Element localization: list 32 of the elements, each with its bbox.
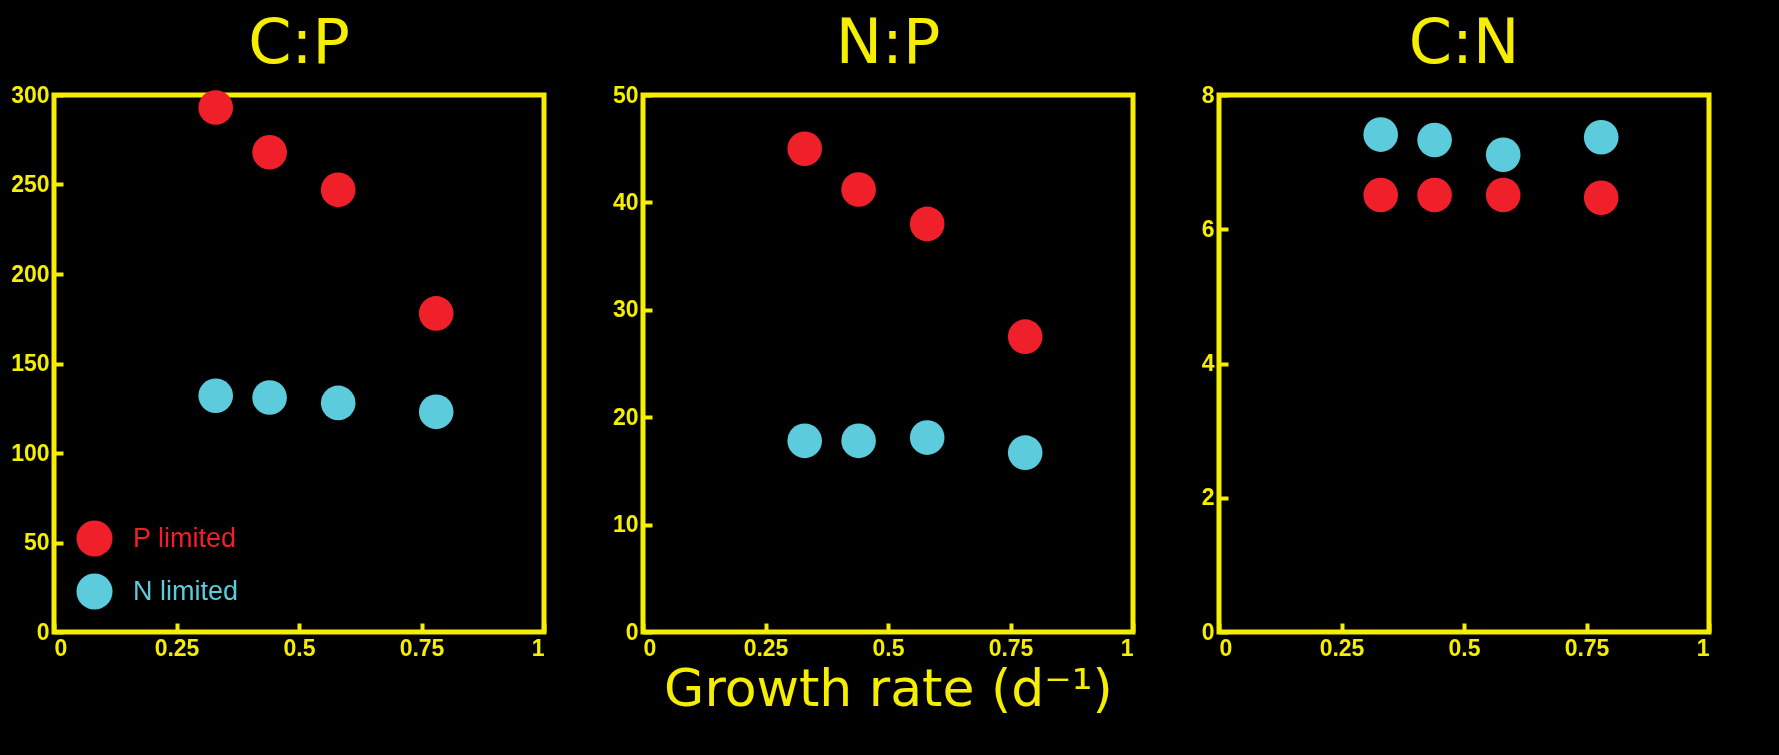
x-tick-label: 0.75 [399, 634, 445, 661]
legend-label: N limited [133, 575, 239, 606]
x-tick-label: 0.25 [154, 634, 200, 661]
x-tick-label: 1 [1120, 634, 1134, 661]
x-tick-label: 0.5 [1448, 634, 1481, 661]
y-tick-label: 250 [11, 171, 50, 197]
x-tick-label: 0 [1219, 634, 1233, 661]
y-tick-label: 150 [11, 350, 50, 376]
y-tick-label: 8 [1201, 81, 1215, 108]
y-tick-label: 10 [612, 511, 639, 538]
chart-title: C:N [1408, 5, 1520, 78]
x-tick-label: 0 [643, 634, 657, 661]
y-tick-label: 40 [612, 188, 639, 215]
x-tick-label: 1 [531, 634, 545, 661]
y-tick-label: 6 [1201, 215, 1215, 242]
y-tick-label: 300 [11, 81, 50, 108]
y-tick-label: 4 [1201, 350, 1215, 376]
chart-title: C:P [248, 5, 350, 78]
legend-label: P limited [133, 522, 237, 553]
y-tick-label: 100 [11, 439, 50, 466]
y-tick-label: 200 [11, 260, 50, 287]
x-tick-label: 0.5 [283, 634, 316, 661]
y-tick-label: 50 [612, 81, 639, 108]
y-tick-label: 30 [612, 296, 639, 323]
x-tick-label: 0.25 [1319, 634, 1365, 661]
chart-title: N:P [835, 5, 941, 78]
x-tick-label: 0 [54, 634, 68, 661]
y-tick-label: 2 [1201, 484, 1215, 511]
x-tick-label: 1 [1696, 634, 1710, 661]
y-tick-label: 50 [23, 529, 50, 555]
x-tick-label: 0.75 [1564, 634, 1610, 661]
y-tick-label: 20 [612, 403, 639, 430]
